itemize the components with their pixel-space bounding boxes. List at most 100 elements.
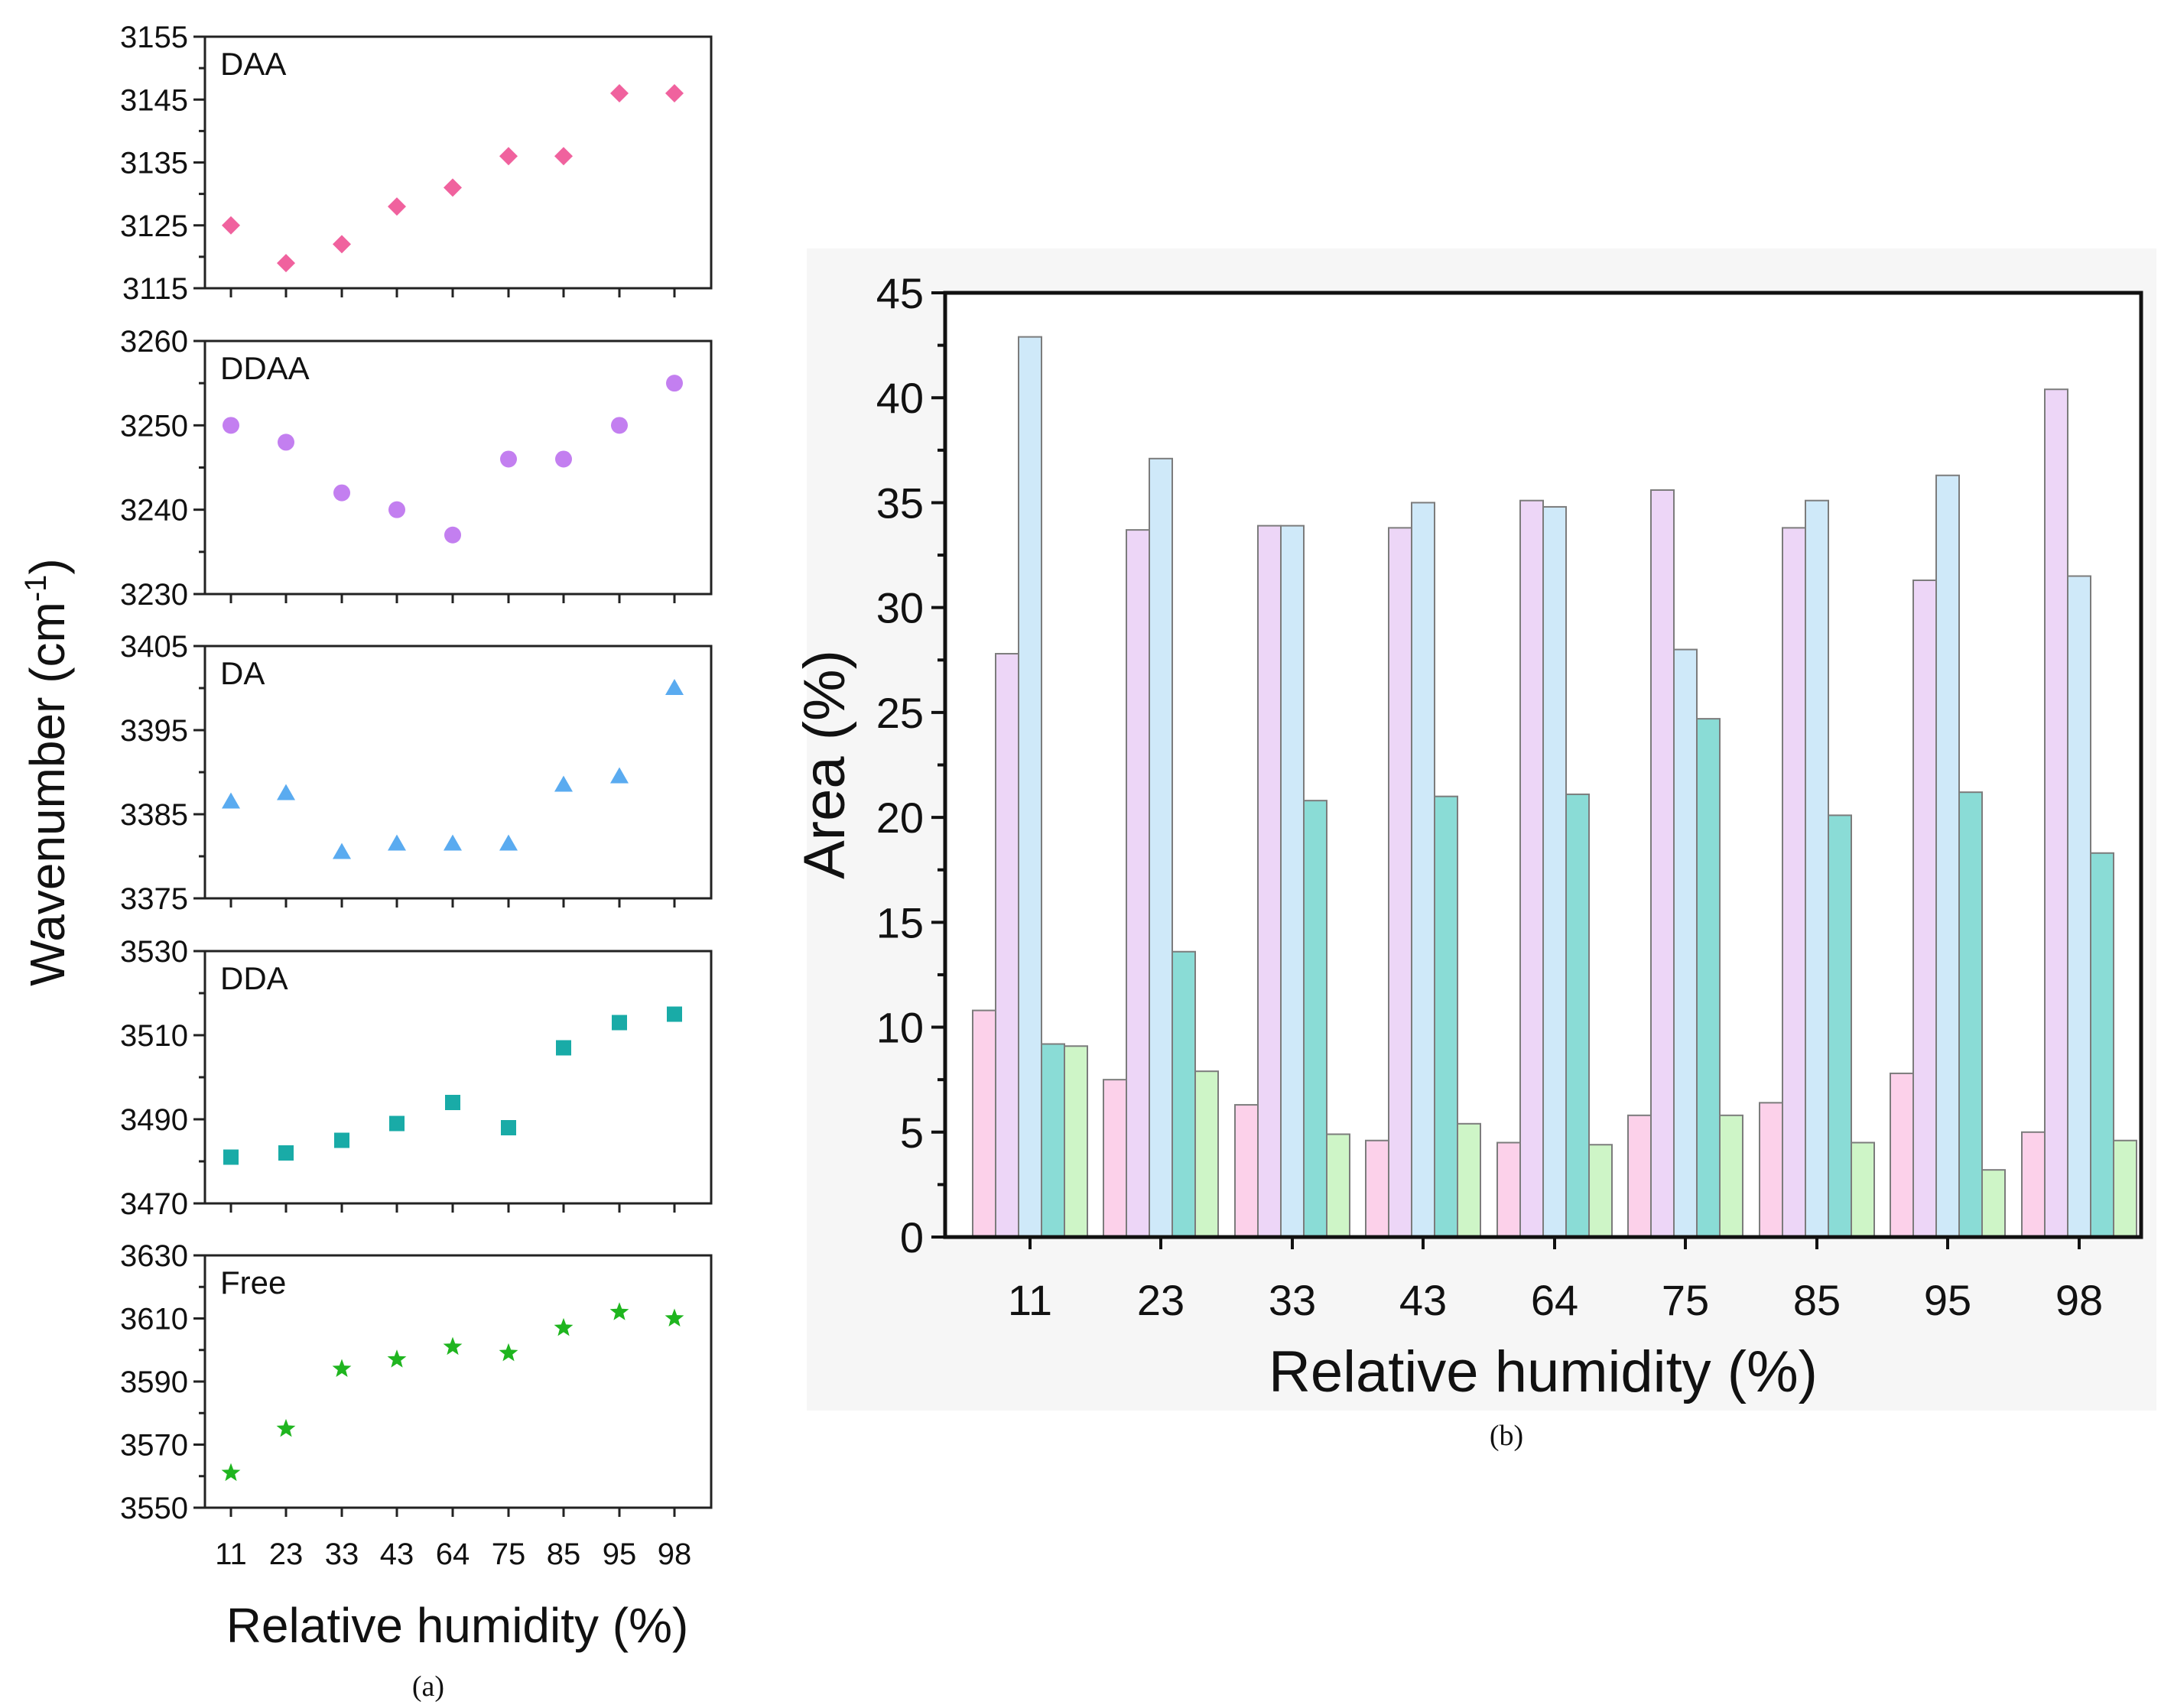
chart-b-bar-chart: 0 5 10 15 20 25 30 35 40 45 11 23 33 43 64 75 85 95 98 Rela… — [792, 269, 2143, 1404]
marker-ddaa-43 — [388, 501, 405, 518]
x-axis-title-a: Relative humidity (%) — [226, 1598, 689, 1653]
marker-dda-33 — [334, 1132, 349, 1148]
bar-free-43 — [1457, 1122, 1481, 1239]
marker-daa-95 — [610, 84, 629, 103]
bar-da-23 — [1149, 457, 1173, 1238]
bar-da-64 — [1542, 505, 1567, 1238]
marker-da-23 — [277, 784, 295, 800]
bar-daa-98 — [2021, 1131, 2046, 1239]
y-tick-label-b: 35 — [876, 479, 924, 527]
marker-daa-85 — [554, 147, 573, 166]
bar-daa-95 — [1890, 1072, 1914, 1239]
marker-daa-75 — [499, 147, 518, 166]
y-tick-label: 3470 — [120, 1187, 188, 1221]
marker-ddaa-23 — [278, 433, 294, 451]
marker-free-33 — [332, 1359, 352, 1377]
x-tick-label-b: 98 — [2055, 1276, 2103, 1324]
marker-ddaa-11 — [223, 417, 239, 434]
x-tick-label-a: 95 — [603, 1538, 637, 1571]
bar-daa-75 — [1627, 1114, 1652, 1239]
x-tick-label-b: 11 — [1008, 1276, 1052, 1324]
marker-daa-11 — [222, 216, 240, 235]
bar-dda-64 — [1565, 793, 1590, 1238]
bar-free-33 — [1326, 1133, 1350, 1238]
x-tick-label-b: 23 — [1137, 1276, 1184, 1324]
marker-da-95 — [610, 767, 629, 784]
marker-ddaa-33 — [333, 484, 350, 502]
y-tick-label: 3610 — [120, 1303, 188, 1336]
panel-label-dda: DDA — [220, 960, 288, 996]
panel-label-ddaa: DDAA — [220, 350, 310, 386]
caption-b: (b) — [1490, 1420, 1523, 1452]
bar-ddaa-43 — [1388, 527, 1412, 1238]
panel-label-da: DA — [220, 655, 265, 691]
y-tick-label: 3385 — [120, 798, 188, 832]
y-tick-label: 3630 — [120, 1239, 188, 1273]
bar-da-43 — [1411, 502, 1435, 1238]
marker-free-43 — [387, 1349, 407, 1368]
bar-daa-85 — [1759, 1102, 1783, 1239]
panel-label-daa: DAA — [220, 46, 286, 82]
marker-daa-43 — [388, 197, 406, 216]
chart-a-scatter-panels: 3115 3125 3135 3145 3155 DAA 3230 3240 3250 3260 D… — [19, 21, 713, 1653]
y-tick-label: 3375 — [120, 882, 188, 916]
x-axis-title-b: Relative humidity (%) — [1269, 1339, 1818, 1404]
marker-da-75 — [499, 834, 518, 851]
y-tick-label-b: 30 — [876, 584, 924, 632]
bar-free-98 — [2113, 1139, 2137, 1239]
y-tick-label: 3510 — [120, 1019, 188, 1053]
bar-dda-43 — [1434, 795, 1458, 1238]
marker-da-85 — [554, 775, 573, 792]
y-tick-label-b: 40 — [876, 374, 924, 422]
panel-dda: 3470 3490 3510 3530 DDA — [120, 935, 713, 1221]
y-tick-label: 3230 — [120, 578, 188, 612]
marker-dda-75 — [501, 1120, 516, 1135]
marker-ddaa-98 — [666, 375, 683, 392]
y-tick-label: 3240 — [120, 494, 188, 528]
y-tick-label-b: 20 — [876, 794, 924, 842]
bar-ddaa-33 — [1257, 524, 1282, 1238]
bar-dda-95 — [1958, 791, 1983, 1238]
marker-daa-98 — [665, 84, 684, 103]
bar-dda-33 — [1303, 800, 1327, 1238]
bar-daa-11 — [972, 1009, 996, 1238]
caption-a: (a) — [412, 1671, 444, 1703]
bar-free-11 — [1064, 1045, 1088, 1239]
bar-dda-98 — [2090, 852, 2114, 1239]
bar-da-11 — [1018, 336, 1042, 1239]
bar-free-95 — [1981, 1169, 2006, 1238]
y-tick-label: 3530 — [120, 935, 188, 969]
marker-free-11 — [221, 1463, 241, 1482]
y-tick-label: 3395 — [120, 714, 188, 748]
bar-daa-33 — [1234, 1104, 1259, 1238]
y-tick-label: 3260 — [120, 325, 188, 359]
marker-free-98 — [665, 1308, 684, 1326]
y-tick-label-b: 45 — [876, 269, 924, 317]
bar-ddaa-23 — [1126, 529, 1150, 1238]
y-axis-title-b: Area (%) — [792, 650, 857, 879]
marker-ddaa-75 — [500, 450, 517, 468]
marker-da-64 — [444, 834, 462, 851]
marker-ddaa-64 — [444, 526, 461, 544]
x-tick-label-b: 43 — [1399, 1276, 1447, 1324]
marker-dda-98 — [667, 1006, 682, 1022]
bar-dda-11 — [1041, 1043, 1065, 1238]
x-tick-label-a: 75 — [492, 1538, 526, 1571]
marker-daa-64 — [444, 178, 462, 197]
bar-free-85 — [1851, 1141, 1875, 1238]
y-tick-label: 3405 — [120, 630, 188, 664]
x-tick-label-b: 33 — [1269, 1276, 1316, 1324]
bar-daa-43 — [1365, 1139, 1389, 1239]
x-tick-label-a: 98 — [658, 1538, 692, 1571]
marker-daa-23 — [277, 254, 295, 273]
x-tick-label-a: 64 — [436, 1538, 470, 1571]
marker-free-75 — [499, 1343, 518, 1362]
marker-free-95 — [609, 1302, 629, 1320]
marker-free-85 — [554, 1317, 574, 1336]
marker-dda-64 — [445, 1095, 460, 1110]
marker-free-64 — [443, 1336, 463, 1356]
y-tick-label: 3250 — [120, 409, 188, 443]
panel-daa: 3115 3125 3135 3145 3155 DAA — [120, 21, 713, 306]
bar-dda-75 — [1696, 718, 1721, 1238]
